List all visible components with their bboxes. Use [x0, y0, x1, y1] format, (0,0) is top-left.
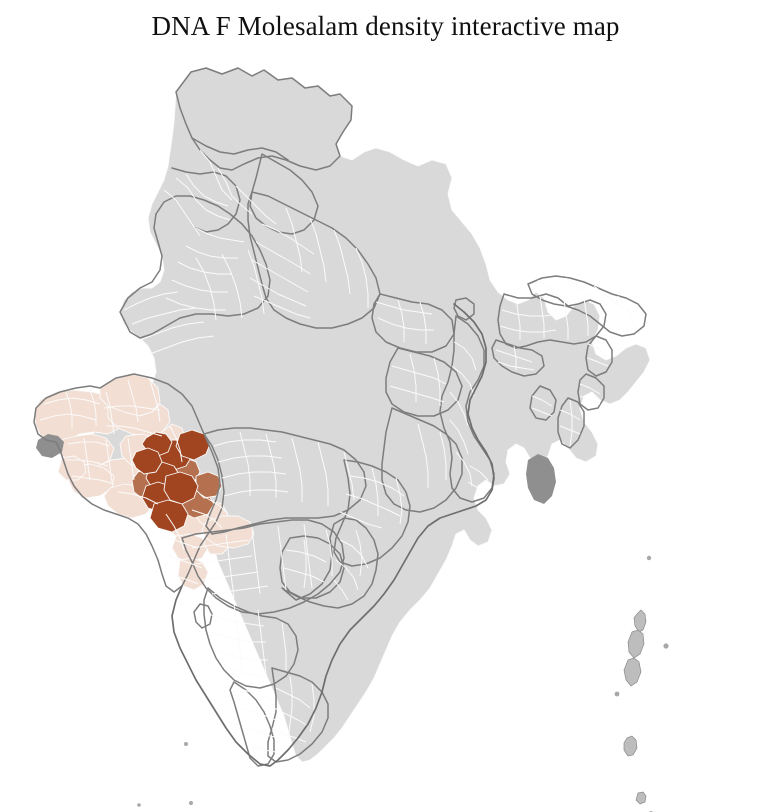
border-rajasthan	[119, 195, 271, 339]
special-territories-group[interactable]	[36, 434, 556, 504]
border-maharashtra	[181, 519, 345, 615]
district-porbandar[interactable]	[57, 455, 87, 481]
india-coastline	[171, 303, 495, 767]
page-title: DNA F Molesalam density interactive map	[151, 11, 620, 41]
country-outline-group	[171, 303, 495, 767]
island-middle-andaman[interactable]	[627, 629, 645, 659]
gujarat-choropleth-group[interactable]	[33, 373, 255, 591]
border-punjab-haryana	[171, 167, 241, 233]
islet-barren[interactable]	[663, 643, 669, 649]
border-manipur	[577, 373, 605, 411]
territory-sundarbans[interactable]	[526, 454, 556, 504]
district-dahod[interactable]	[175, 429, 211, 461]
islet-rutland[interactable]	[614, 691, 620, 697]
district-patan[interactable]	[107, 403, 171, 437]
island-north-andaman[interactable]	[633, 609, 647, 633]
district-lines-group	[39, 149, 637, 753]
islet-landfall[interactable]	[646, 555, 652, 561]
border-madhya-pradesh	[203, 427, 367, 535]
border-tamil-nadu	[267, 667, 329, 763]
islet-amini[interactable]	[189, 801, 193, 805]
island-little-andaman[interactable]	[623, 735, 638, 757]
border-meghalaya	[491, 339, 545, 377]
border-uttarakhand	[249, 153, 319, 235]
andaman-nicobar-islands-group[interactable]	[614, 555, 669, 812]
border-uttar-pradesh	[247, 191, 381, 329]
district-vadodara[interactable]	[163, 471, 199, 505]
district-mahisagar-dark[interactable]	[131, 447, 163, 475]
islet-minicoy[interactable]	[184, 742, 188, 746]
border-goa	[193, 603, 213, 629]
border-west-bengal	[439, 315, 495, 503]
border-himachal-punjab	[191, 137, 289, 161]
border-tripura	[529, 385, 557, 421]
border-nagaland	[585, 335, 613, 377]
border-jammu-kashmir	[175, 67, 353, 171]
border-telangana	[279, 535, 345, 599]
lakshadweep-islands-group[interactable]	[137, 742, 193, 812]
district-bharuch[interactable]	[149, 499, 189, 533]
border-arunachal-pradesh	[527, 275, 647, 337]
island-south-andaman[interactable]	[623, 657, 642, 687]
border-odisha	[381, 407, 463, 513]
map-canvas[interactable]	[0, 48, 771, 812]
state-boundaries-group	[33, 67, 647, 767]
india-choropleth-map[interactable]	[0, 48, 771, 812]
islet-agatti[interactable]	[137, 803, 141, 807]
island-car-nicobar[interactable]	[635, 791, 647, 805]
border-andhra-pradesh	[281, 517, 379, 609]
border-mizoram	[557, 397, 585, 449]
border-karnataka	[203, 587, 299, 689]
district-kutch[interactable]	[33, 389, 127, 445]
territory-kutch-rann[interactable]	[36, 434, 64, 458]
border-gujarat	[33, 373, 225, 593]
